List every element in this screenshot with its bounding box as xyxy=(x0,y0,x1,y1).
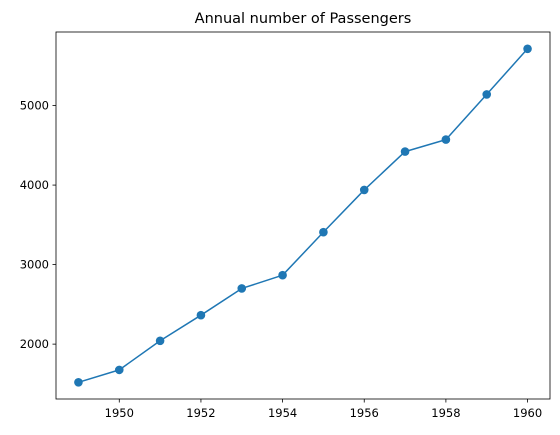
plot-area xyxy=(56,32,550,399)
data-point xyxy=(155,336,165,346)
series-markers xyxy=(74,44,532,387)
x-tick-label: 1956 xyxy=(350,406,379,420)
y-axis: 2000 3000 4000 5000 xyxy=(20,99,56,351)
x-axis: 1950 1952 1954 1956 1958 1960 xyxy=(105,399,542,420)
chart-title: Annual number of Passengers xyxy=(195,11,412,27)
data-point xyxy=(196,310,206,320)
data-point xyxy=(482,90,492,99)
y-tick-label: 3000 xyxy=(20,258,49,272)
x-tick-label: 1950 xyxy=(105,406,134,420)
data-point xyxy=(359,185,369,195)
data-point xyxy=(400,147,410,156)
data-point xyxy=(237,284,247,293)
series-line xyxy=(78,48,529,384)
y-tick-label: 5000 xyxy=(20,99,49,113)
data-point xyxy=(319,227,328,237)
x-tick-label: 1960 xyxy=(513,406,542,420)
y-tick-label: 4000 xyxy=(20,178,49,192)
x-tick-label: 1958 xyxy=(431,406,460,420)
data-point xyxy=(523,44,532,54)
x-tick-label: 1952 xyxy=(186,406,215,420)
x-tick-label: 1954 xyxy=(268,406,297,420)
plot-frame xyxy=(55,31,551,400)
data-point xyxy=(114,365,124,375)
data-point xyxy=(74,378,83,387)
data-point xyxy=(441,135,451,144)
y-tick-label: 2000 xyxy=(20,337,49,351)
data-point xyxy=(278,270,287,280)
